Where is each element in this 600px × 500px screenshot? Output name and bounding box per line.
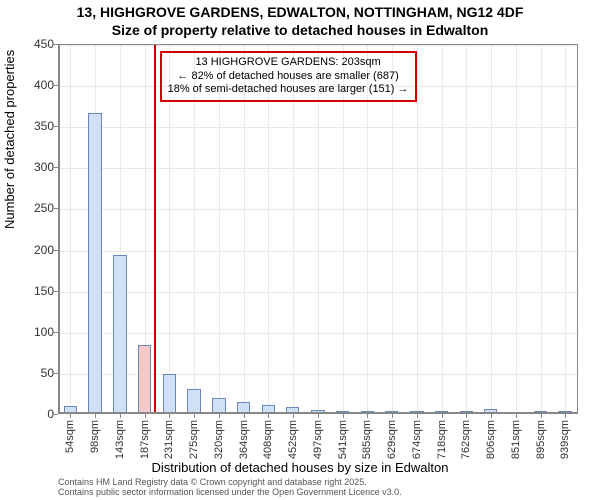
y-tick-label: 0 xyxy=(26,407,54,421)
y-tick-mark xyxy=(54,167,58,168)
x-tick-label: 674sqm xyxy=(411,420,423,459)
x-tick-mark xyxy=(442,414,443,418)
callout-line: 13 HIGHGROVE GARDENS: 203sqm xyxy=(168,56,409,70)
x-tick-mark xyxy=(367,414,368,418)
x-tick-mark xyxy=(293,414,294,418)
y-tick-label: 450 xyxy=(26,37,54,51)
x-tick-mark xyxy=(565,414,566,418)
callout-box: 13 HIGHGROVE GARDENS: 203sqm← 82% of det… xyxy=(160,51,417,102)
x-tick-mark xyxy=(343,414,344,418)
x-tick-mark xyxy=(318,414,319,418)
x-tick-mark xyxy=(417,414,418,418)
y-tick-label: 250 xyxy=(26,201,54,215)
gridline-vertical xyxy=(565,45,566,414)
credit-line: Contains public sector information licen… xyxy=(58,488,402,498)
property-size-histogram: 13, HIGHGROVE GARDENS, EDWALTON, NOTTING… xyxy=(0,0,600,500)
y-tick-mark xyxy=(54,208,58,209)
x-tick-mark xyxy=(541,414,542,418)
histogram-bar xyxy=(88,113,101,413)
x-tick-label: 54sqm xyxy=(64,420,76,453)
x-tick-mark xyxy=(516,414,517,418)
x-tick-mark xyxy=(268,414,269,418)
x-axis-label: Distribution of detached houses by size … xyxy=(0,460,600,475)
x-tick-mark xyxy=(491,414,492,418)
chart-title-main: 13, HIGHGROVE GARDENS, EDWALTON, NOTTING… xyxy=(0,4,600,20)
x-tick-mark xyxy=(95,414,96,418)
x-tick-label: 806sqm xyxy=(485,420,497,459)
y-tick-label: 50 xyxy=(26,366,54,380)
gridline-vertical xyxy=(417,45,418,414)
x-tick-label: 408sqm xyxy=(262,420,274,459)
y-tick-mark xyxy=(54,414,58,415)
y-axis-label: Number of detached properties xyxy=(2,50,17,229)
x-tick-mark xyxy=(70,414,71,418)
y-tick-label: 100 xyxy=(26,325,54,339)
callout-line: 18% of semi-detached houses are larger (… xyxy=(168,83,409,97)
x-tick-mark xyxy=(194,414,195,418)
x-tick-label: 143sqm xyxy=(114,420,126,459)
y-tick-mark xyxy=(54,373,58,374)
x-tick-label: 364sqm xyxy=(238,420,250,459)
y-tick-mark xyxy=(54,332,58,333)
callout-line: ← 82% of detached houses are smaller (68… xyxy=(168,70,409,84)
histogram-bar xyxy=(163,374,176,413)
x-tick-mark xyxy=(392,414,393,418)
x-tick-label: 98sqm xyxy=(89,420,101,453)
x-tick-mark xyxy=(466,414,467,418)
x-tick-label: 541sqm xyxy=(337,420,349,459)
gridline-vertical xyxy=(541,45,542,414)
x-tick-label: 762sqm xyxy=(460,420,472,459)
x-tick-label: 187sqm xyxy=(139,420,151,459)
chart-title-sub: Size of property relative to detached ho… xyxy=(0,22,600,38)
histogram-bar xyxy=(113,255,126,413)
credit-text: Contains HM Land Registry data © Crown c… xyxy=(58,478,402,498)
histogram-bar xyxy=(187,389,200,413)
y-tick-mark xyxy=(54,291,58,292)
x-tick-label: 320sqm xyxy=(213,420,225,459)
gridline-vertical xyxy=(70,45,71,414)
y-tick-label: 350 xyxy=(26,119,54,133)
x-tick-label: 718sqm xyxy=(436,420,448,459)
y-tick-mark xyxy=(54,126,58,127)
x-tick-label: 851sqm xyxy=(510,420,522,459)
y-tick-label: 400 xyxy=(26,78,54,92)
x-tick-label: 275sqm xyxy=(188,420,200,459)
gridline-vertical xyxy=(491,45,492,414)
x-tick-label: 452sqm xyxy=(287,420,299,459)
y-tick-mark xyxy=(54,44,58,45)
histogram-bar xyxy=(212,398,225,413)
y-axis-line xyxy=(58,45,60,414)
y-tick-label: 200 xyxy=(26,243,54,257)
x-tick-mark xyxy=(244,414,245,418)
x-tick-label: 939sqm xyxy=(559,420,571,459)
x-tick-mark xyxy=(169,414,170,418)
x-tick-mark xyxy=(120,414,121,418)
y-tick-mark xyxy=(54,250,58,251)
gridline-vertical xyxy=(442,45,443,414)
plot-area: 13 HIGHGROVE GARDENS: 203sqm← 82% of det… xyxy=(58,44,578,414)
y-tick-mark xyxy=(54,85,58,86)
y-tick-label: 150 xyxy=(26,284,54,298)
gridline-vertical xyxy=(466,45,467,414)
histogram-bar xyxy=(138,345,151,413)
y-tick-label: 300 xyxy=(26,160,54,174)
x-tick-label: 497sqm xyxy=(312,420,324,459)
reference-line xyxy=(154,45,156,414)
x-tick-mark xyxy=(145,414,146,418)
x-tick-label: 231sqm xyxy=(163,420,175,459)
x-tick-mark xyxy=(219,414,220,418)
x-tick-label: 585sqm xyxy=(361,420,373,459)
gridline-vertical xyxy=(516,45,517,414)
x-tick-label: 629sqm xyxy=(386,420,398,459)
x-tick-label: 895sqm xyxy=(535,420,547,459)
